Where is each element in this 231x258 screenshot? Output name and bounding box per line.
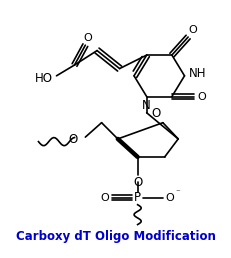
Text: O: O <box>165 192 174 203</box>
Text: P: P <box>134 191 140 204</box>
Text: HO: HO <box>35 72 53 85</box>
Text: O: O <box>150 107 160 120</box>
Text: NH: NH <box>188 67 205 80</box>
Text: O: O <box>83 33 92 43</box>
Text: O: O <box>196 92 205 102</box>
Text: O: O <box>132 176 142 189</box>
Text: O: O <box>68 133 77 146</box>
Text: O: O <box>187 25 196 35</box>
Text: N: N <box>142 99 150 112</box>
Text: ⁻: ⁻ <box>174 189 179 198</box>
Text: O: O <box>100 192 109 203</box>
Text: Carboxy dT Oligo Modification: Carboxy dT Oligo Modification <box>16 230 215 243</box>
